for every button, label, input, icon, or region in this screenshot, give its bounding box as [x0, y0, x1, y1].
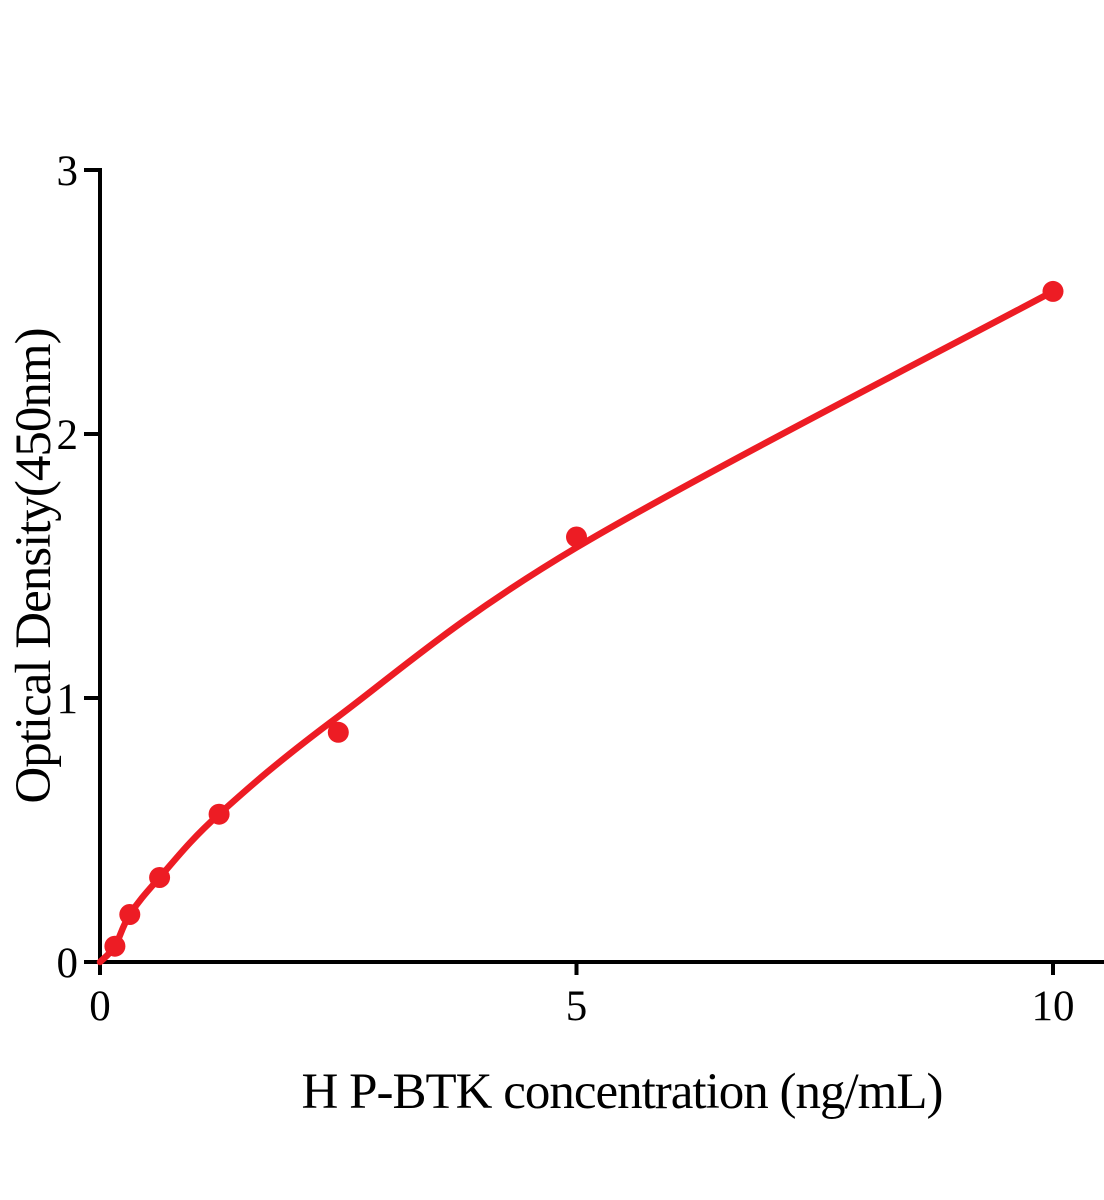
data-point-7 — [1042, 280, 1064, 302]
y-tick-label-0: 0 — [57, 940, 79, 987]
y-tick-label-2: 2 — [57, 412, 79, 459]
x-tick-label-0: 0 — [89, 983, 111, 1030]
y-tick-label-1: 1 — [57, 676, 79, 723]
y-tick-label-3: 3 — [57, 148, 79, 195]
x-axis-title: H P-BTK concentration (ng/mL) — [301, 1064, 944, 1120]
data-point-1 — [104, 935, 126, 957]
data-point-5 — [327, 721, 349, 743]
data-point-2 — [119, 904, 141, 925]
x-tick-label-5: 5 — [566, 983, 588, 1030]
data-point-4 — [208, 803, 230, 825]
x-tick-label-10: 10 — [1032, 983, 1075, 1030]
fit-curve-line — [96, 288, 1057, 966]
y-axis-title: Optical Density(450nm) — [6, 328, 62, 804]
data-point-6 — [566, 526, 587, 548]
data-point-3 — [149, 867, 171, 888]
